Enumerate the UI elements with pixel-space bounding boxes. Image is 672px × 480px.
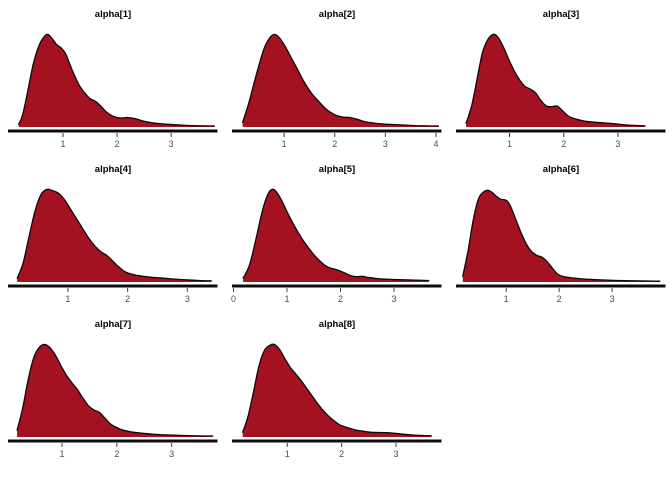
density-panel-alpha-3: alpha[3] 1 2 3 bbox=[448, 0, 672, 155]
x-axis-tick-label: 2 bbox=[338, 294, 343, 304]
panel-canvas: alpha[7] 1 2 3 bbox=[8, 319, 218, 459]
panel-canvas: alpha[2] 1 2 3 4 bbox=[232, 9, 442, 149]
density-curve-outline bbox=[18, 33, 216, 127]
panel-title: alpha[1] bbox=[95, 9, 131, 20]
x-axis-tick-label: 3 bbox=[391, 294, 396, 304]
x-axis-tick-label: 3 bbox=[169, 139, 174, 149]
density-panel-alpha-1: alpha[1] 1 2 3 bbox=[0, 0, 224, 155]
density-panel-alpha-4: alpha[4] 1 2 3 bbox=[0, 155, 224, 310]
density-curve-outline bbox=[16, 188, 212, 282]
x-axis-tick-label: 2 bbox=[332, 139, 337, 149]
density-curve-outline bbox=[242, 343, 432, 437]
density-panel-alpha-8: alpha[8] 1 2 3 bbox=[224, 310, 448, 480]
x-axis-tick-label: 2 bbox=[561, 139, 566, 149]
panel-canvas: alpha[5] 0 1 2 3 bbox=[231, 164, 442, 304]
density-panel-alpha-6: alpha[6] 1 2 3 bbox=[448, 155, 672, 310]
x-axis-tick-label: 1 bbox=[507, 139, 512, 149]
x-axis-tick-label: 3 bbox=[169, 449, 174, 459]
density-area-fill bbox=[17, 344, 213, 437]
x-axis-tick-label: 3 bbox=[185, 294, 190, 304]
panel-canvas: alpha[1] 1 2 3 bbox=[8, 9, 218, 149]
density-area-fill bbox=[466, 34, 645, 127]
density-area-fill bbox=[242, 34, 439, 128]
panel-title: alpha[7] bbox=[95, 319, 131, 330]
x-axis-tick-label: 2 bbox=[557, 294, 562, 304]
panel-canvas: alpha[4] 1 2 3 bbox=[8, 164, 218, 304]
x-axis-tick-label: 3 bbox=[393, 449, 398, 459]
panel-title: alpha[2] bbox=[319, 9, 355, 20]
density-panel-alpha-2: alpha[2] 1 2 3 4 bbox=[224, 0, 448, 155]
panel-title: alpha[4] bbox=[95, 164, 131, 175]
panel-title: alpha[6] bbox=[543, 164, 579, 175]
density-curve-outline bbox=[462, 189, 661, 282]
x-axis-tick-label: 3 bbox=[615, 139, 620, 149]
density-area-fill bbox=[18, 34, 215, 127]
x-axis-tick-label: 2 bbox=[125, 294, 130, 304]
x-axis-tick-label: 2 bbox=[115, 139, 120, 149]
panel-canvas: alpha[3] 1 2 3 bbox=[456, 9, 666, 149]
density-curve-outline bbox=[16, 343, 214, 437]
density-curve-outline bbox=[241, 33, 440, 127]
density-area-fill bbox=[17, 189, 212, 282]
x-axis-tick-label: 4 bbox=[433, 139, 438, 149]
x-axis-tick-label: 3 bbox=[383, 139, 388, 149]
density-panel-alpha-7: alpha[7] 1 2 3 bbox=[0, 310, 224, 480]
density-area-fill bbox=[462, 190, 660, 282]
density-panel-alpha-5: alpha[5] 0 1 2 3 bbox=[224, 155, 448, 310]
x-axis-tick-label: 2 bbox=[339, 449, 344, 459]
x-axis-tick-label: 3 bbox=[610, 294, 615, 304]
panel-canvas: alpha[8] 1 2 3 bbox=[232, 319, 442, 459]
x-axis-tick-label: 1 bbox=[65, 294, 70, 304]
x-axis-tick-label: 2 bbox=[114, 449, 119, 459]
empty-panel-cell bbox=[448, 310, 672, 480]
x-axis-tick-label: 1 bbox=[60, 449, 65, 459]
density-curve-outline bbox=[465, 33, 646, 127]
x-axis-tick-label: 1 bbox=[504, 294, 509, 304]
panel-title: alpha[3] bbox=[543, 9, 579, 20]
panel-title: alpha[5] bbox=[319, 164, 355, 175]
x-axis-tick-label: 1 bbox=[285, 449, 290, 459]
x-axis-tick-label: 0 bbox=[231, 294, 236, 304]
panel-canvas: alpha[6] 1 2 3 bbox=[456, 164, 666, 304]
panel-title: alpha[8] bbox=[319, 319, 355, 330]
density-area-fill bbox=[243, 189, 429, 282]
x-axis-tick-label: 1 bbox=[60, 139, 65, 149]
x-axis-tick-label: 1 bbox=[282, 139, 287, 149]
x-axis-tick-label: 1 bbox=[284, 294, 289, 304]
density-curve-outline bbox=[242, 188, 430, 282]
